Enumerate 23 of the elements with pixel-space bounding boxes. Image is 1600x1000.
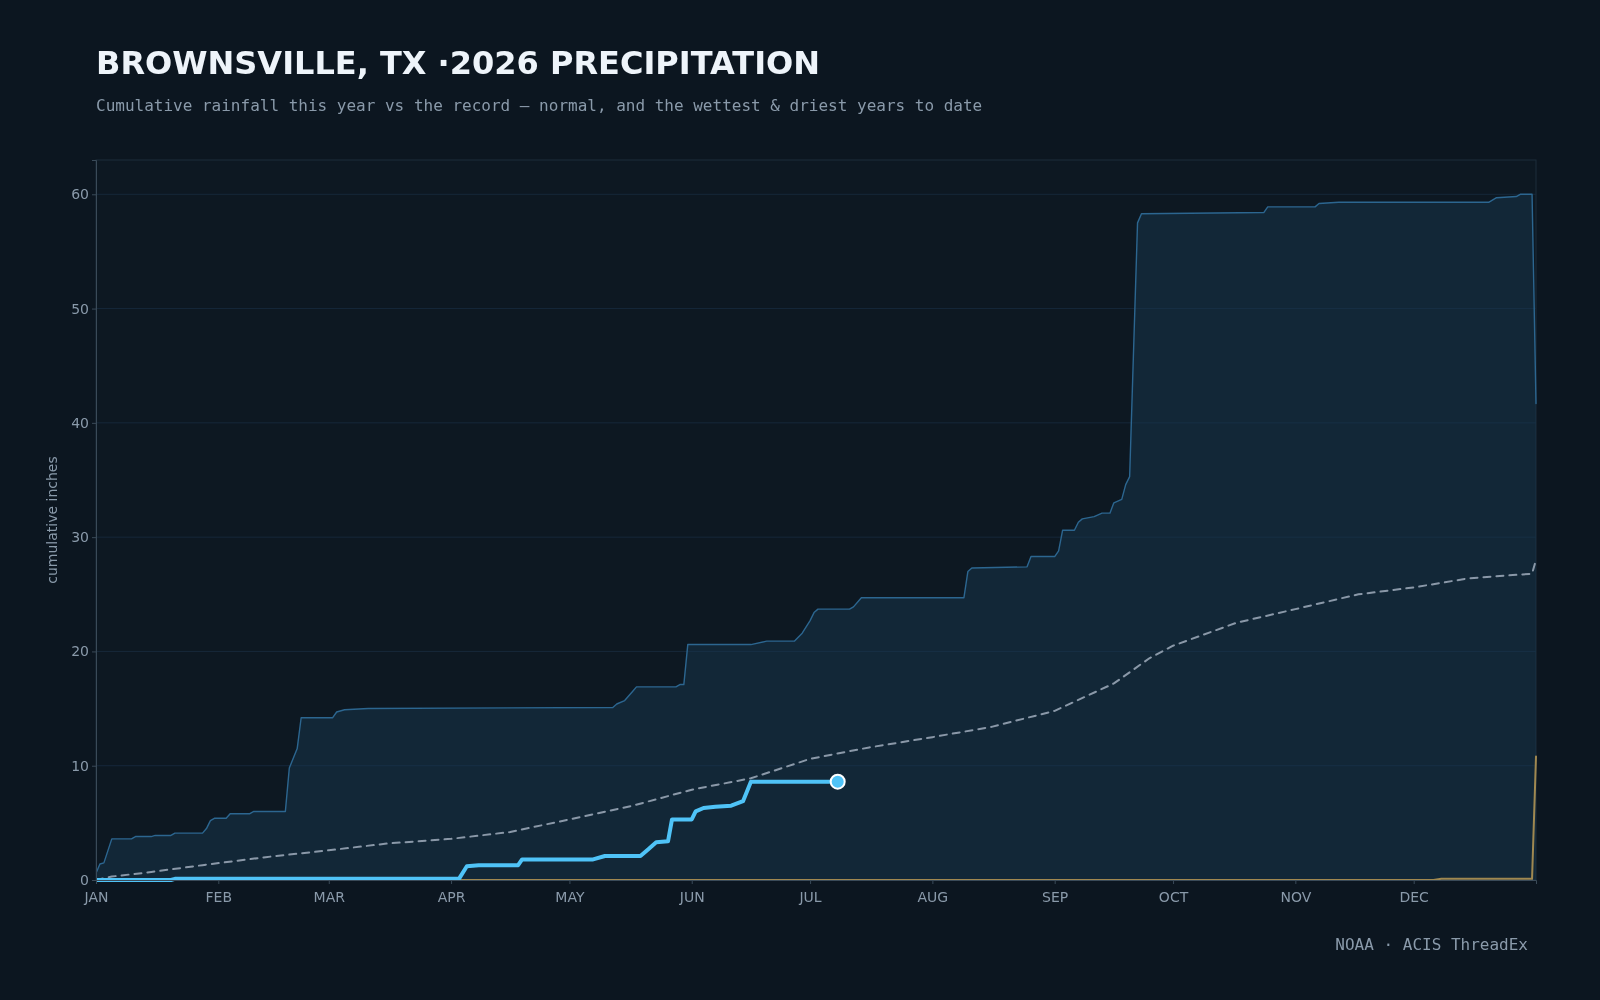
y-tick-label: 0 bbox=[80, 871, 89, 888]
y-axis-title: cumulative inches bbox=[44, 456, 60, 584]
x-tick-label: MAR bbox=[313, 889, 346, 906]
x-tick-label: MAY bbox=[555, 889, 585, 906]
x-tick-label: OCT bbox=[1158, 889, 1189, 906]
chart-subtitle: Cumulative rainfall this year vs the record — normal, and the wettest & driest years to date bbox=[96, 96, 983, 115]
x-tick-label: JAN bbox=[83, 889, 109, 906]
y-tick-label: 30 bbox=[71, 529, 89, 546]
x-tick-label: JUL bbox=[798, 889, 822, 906]
y-tick-label: 10 bbox=[71, 757, 89, 774]
text: NOAA · ACIS ThreadEx bbox=[1335, 935, 1529, 954]
x-tick-label: AUG bbox=[917, 889, 949, 906]
x-tick-label: APR bbox=[437, 889, 466, 906]
x-tick-label: JUN bbox=[678, 889, 705, 906]
x-tick-label: FEB bbox=[205, 889, 233, 906]
y-tick-label: 50 bbox=[71, 300, 89, 317]
y-tick-label: 20 bbox=[71, 643, 89, 660]
y-tick-label: 40 bbox=[71, 414, 89, 431]
x-tick-label: NOV bbox=[1280, 889, 1312, 906]
y-tick-label: 60 bbox=[71, 186, 89, 203]
x-tick-label: DEC bbox=[1399, 889, 1430, 906]
x-tick-label: SEP bbox=[1042, 889, 1069, 906]
chart-title: BROWNSVILLE, TX ·2026 PRECIPITATION bbox=[96, 44, 821, 82]
